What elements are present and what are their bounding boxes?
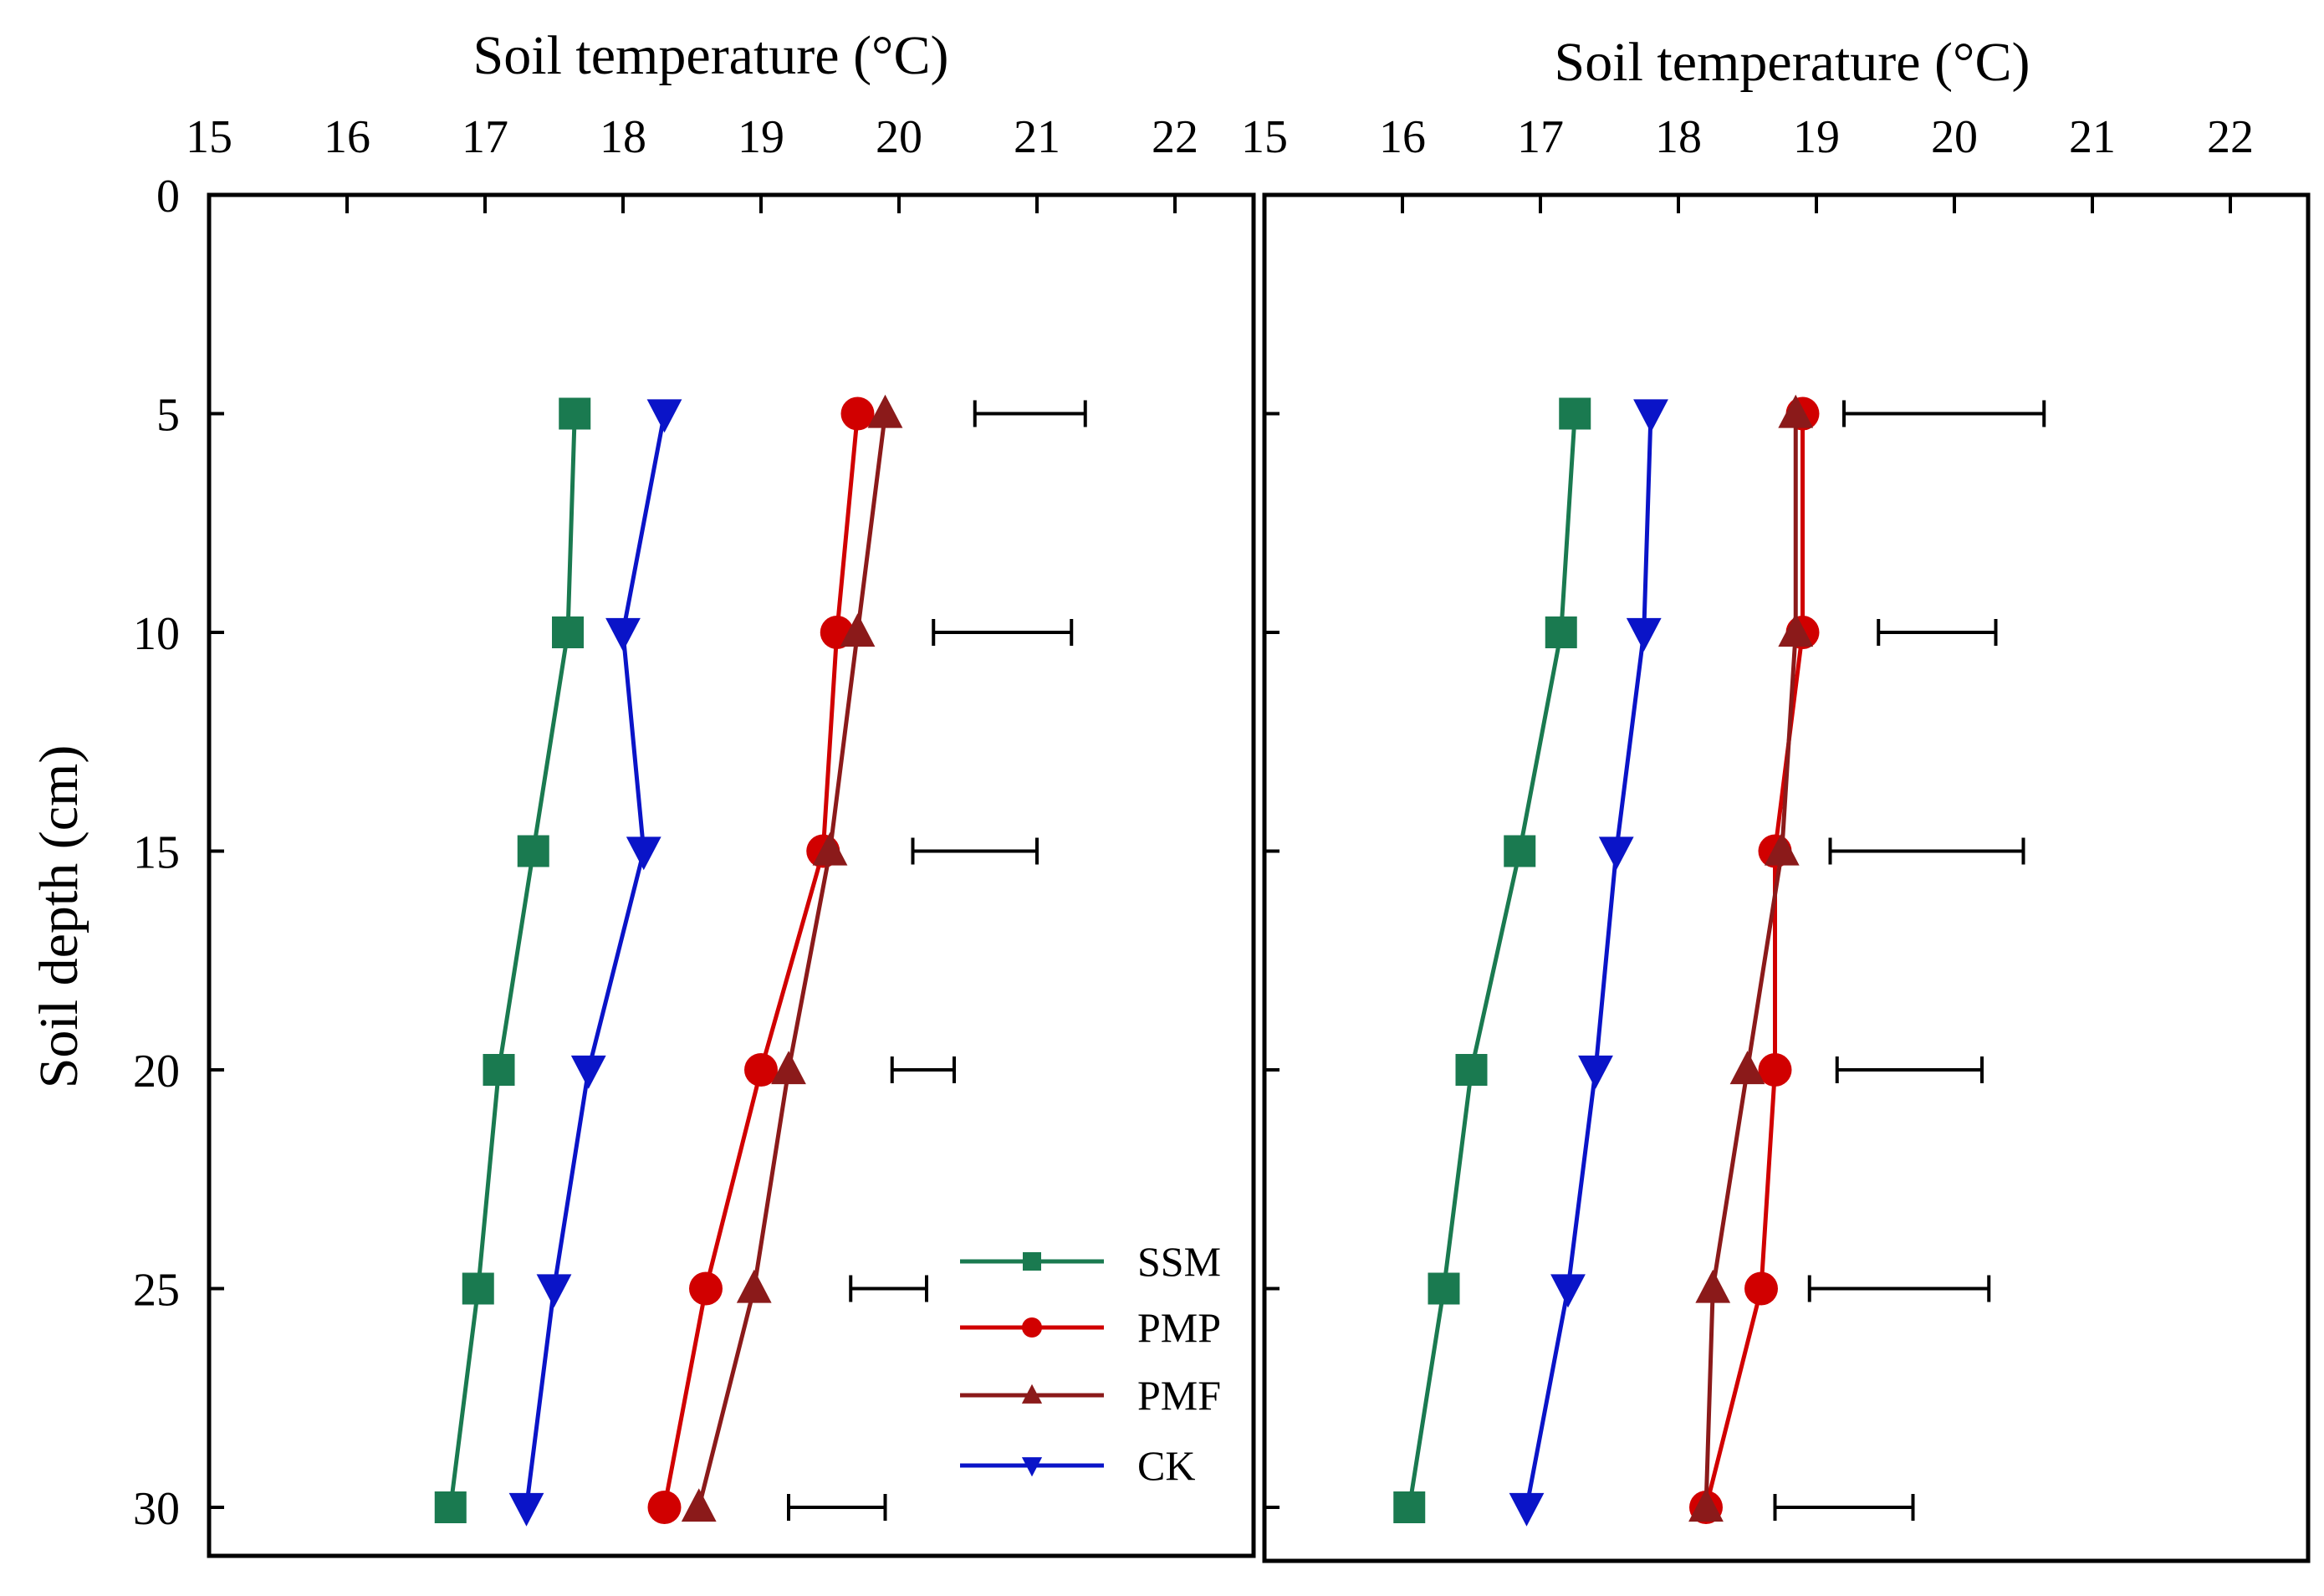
- data-point-pmf: [867, 394, 903, 428]
- data-point-ck: [1626, 617, 1662, 652]
- data-point-ssm: [552, 616, 584, 648]
- series-line-ssm: [1407, 413, 1577, 1508]
- data-point-ck: [646, 399, 682, 433]
- data-point-pmf: [771, 1051, 806, 1085]
- data-point-pmp: [744, 1053, 778, 1087]
- data-point-ssm: [517, 835, 549, 867]
- data-point-pmf: [1688, 1488, 1724, 1522]
- y-tick-label: 10: [133, 608, 180, 660]
- data-point-ssm: [483, 1054, 515, 1086]
- data-point-ck: [536, 1274, 572, 1308]
- legend-marker-ck: [1021, 1457, 1043, 1477]
- data-point-ssm: [1455, 1054, 1488, 1086]
- legend-label-pmp: PMP: [1137, 1304, 1221, 1351]
- y-tick-label: 15: [133, 827, 180, 879]
- x-tick-label: 15: [186, 111, 232, 163]
- data-point-pmp: [1758, 1053, 1792, 1087]
- data-point-pmf: [681, 1488, 717, 1522]
- x-tick-label: 19: [1793, 111, 1840, 163]
- x-tick-label: 21: [1014, 111, 1060, 163]
- x-tick-label: 17: [462, 111, 508, 163]
- x-tick-label: 17: [1517, 111, 1564, 163]
- data-point-ssm: [1545, 616, 1577, 648]
- legend-label-ssm: SSM: [1137, 1238, 1221, 1285]
- text-layer: Soil temperature (°C) Soil temperature (…: [28, 25, 2030, 1088]
- x-tick-label: 15: [1241, 111, 1288, 163]
- data-point-ssm: [1504, 835, 1536, 867]
- x-axis-title-left: Soil temperature (°C): [473, 25, 949, 86]
- series-line-pmp: [1703, 413, 1805, 1508]
- data-point-ck: [1578, 1055, 1613, 1089]
- data-point-pmf: [840, 613, 876, 647]
- data-point-pmf: [736, 1269, 772, 1303]
- data-point-ck: [1633, 399, 1668, 433]
- panel-frames: [207, 192, 2311, 1563]
- data-point-pmf: [1695, 1269, 1731, 1303]
- legend-marker-ssm: [1023, 1252, 1041, 1271]
- data-point-ck: [1509, 1492, 1545, 1527]
- y-tick-label: 30: [133, 1483, 180, 1535]
- series-layer: [434, 394, 1820, 1527]
- x-tick-label: 20: [1931, 111, 1978, 163]
- data-point-ck: [605, 617, 641, 652]
- data-point-ck: [508, 1492, 544, 1527]
- y-tick-label: 0: [156, 171, 180, 223]
- y-tick-label: 5: [156, 390, 180, 442]
- x-tick-label: 16: [324, 111, 370, 163]
- data-point-ck: [626, 836, 661, 871]
- x-tick-label: 22: [2207, 111, 2254, 163]
- data-point-pmf: [1729, 1051, 1765, 1085]
- series-line-pmf: [1703, 413, 1798, 1508]
- series-line-pmp: [662, 413, 860, 1508]
- legend-label-ck: CK: [1137, 1442, 1195, 1489]
- x-tick-label: 19: [738, 111, 784, 163]
- legend-marker-pmp: [1022, 1317, 1042, 1338]
- series-line-ck: [524, 413, 667, 1508]
- data-point-ssm: [559, 397, 591, 430]
- y-axis-title: Soil depth (cm): [28, 745, 89, 1089]
- data-point-ssm: [434, 1491, 467, 1523]
- x-tick-label: 18: [1655, 111, 1702, 163]
- data-point-ssm: [462, 1272, 494, 1305]
- error-bars: [787, 400, 2046, 1521]
- data-point-ssm: [1559, 397, 1591, 430]
- legend-marker-pmf: [1021, 1384, 1043, 1404]
- data-point-ck: [1550, 1274, 1586, 1308]
- data-point-pmf: [812, 831, 848, 866]
- data-point-pmp: [1744, 1271, 1778, 1306]
- data-point-pmp: [840, 396, 875, 431]
- series-line-ck: [1525, 413, 1653, 1508]
- x-tick-label: 18: [600, 111, 646, 163]
- series-line-ssm: [448, 413, 577, 1508]
- x-tick-label: 22: [1152, 111, 1198, 163]
- data-point-ck: [570, 1055, 606, 1089]
- data-point-pmp: [689, 1271, 723, 1306]
- plot-frame-right: [1262, 192, 2311, 1563]
- legend-label-pmf: PMF: [1137, 1372, 1221, 1419]
- data-point-pmf: [1778, 394, 1814, 428]
- x-axis-title-right: Soil temperature (°C): [1555, 32, 2030, 93]
- legend: SSM PMP PMF CK: [960, 1238, 1221, 1489]
- series-line-pmf: [697, 413, 887, 1508]
- plot-frame-left: [207, 192, 1256, 1558]
- x-tick-label: 20: [876, 111, 922, 163]
- data-point-ssm: [1393, 1491, 1426, 1523]
- data-point-pmp: [647, 1491, 682, 1524]
- axis-ticks: 15 16 17 18 19 20 21 22 0 5 10 15 20 25 30 15 16 17 18 19 20…: [133, 111, 2254, 1535]
- data-point-ck: [1598, 836, 1634, 871]
- y-tick-label: 25: [133, 1265, 180, 1317]
- x-tick-label: 16: [1379, 111, 1426, 163]
- data-point-pmf: [1764, 831, 1800, 866]
- data-point-ssm: [1428, 1272, 1460, 1305]
- y-tick-label: 20: [133, 1046, 180, 1097]
- data-point-pmf: [1778, 613, 1814, 647]
- x-tick-label: 21: [2069, 111, 2116, 163]
